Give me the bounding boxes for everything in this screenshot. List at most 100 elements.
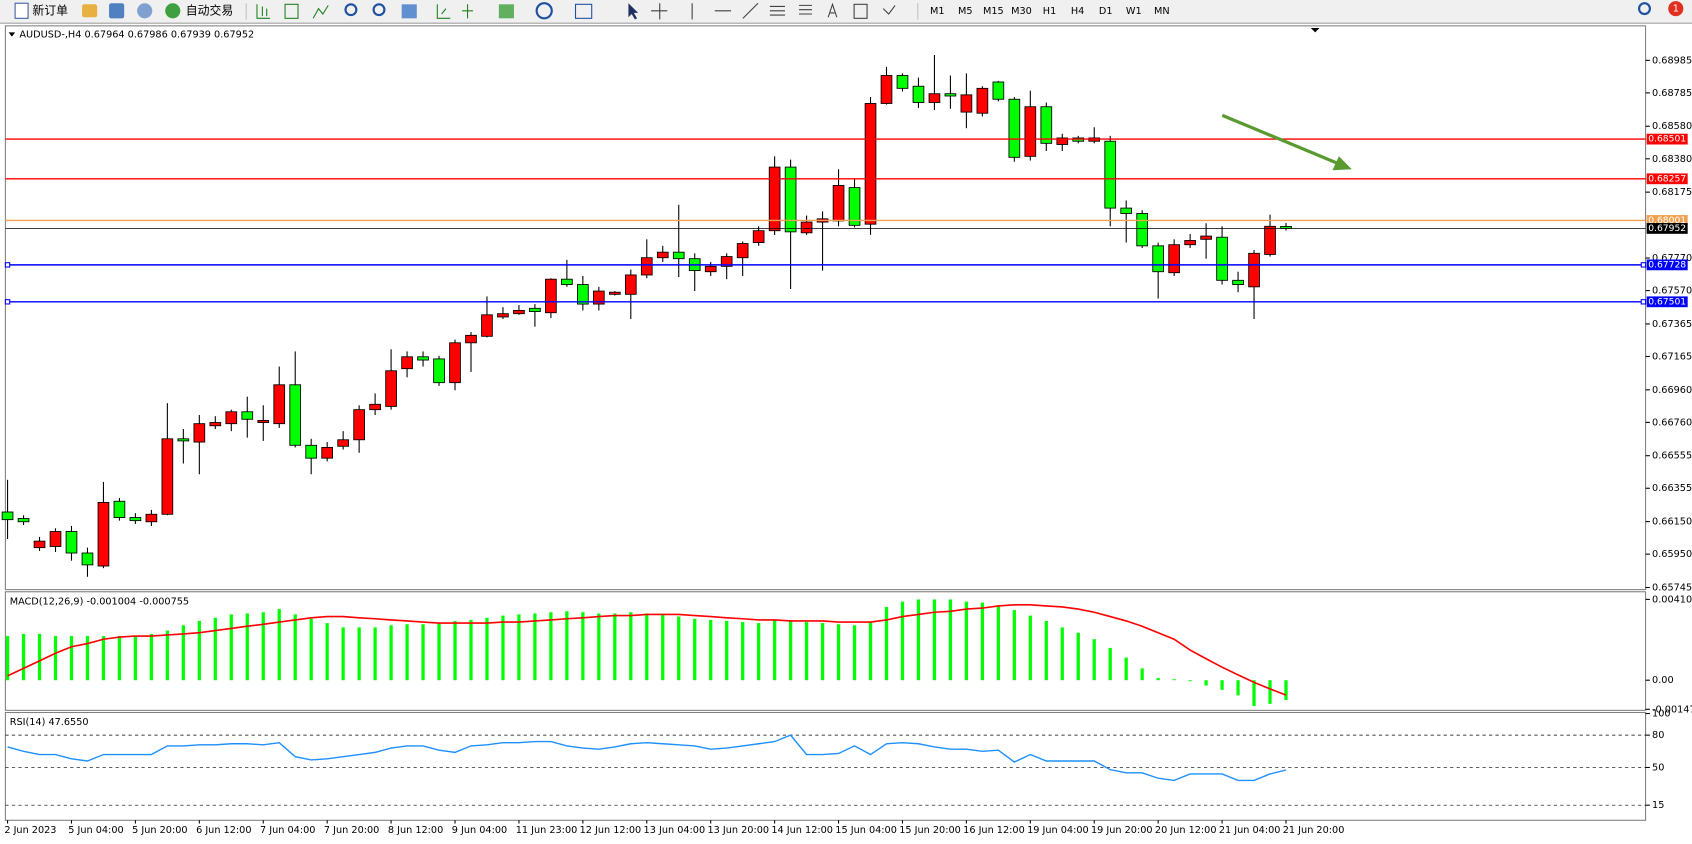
candle-body [1104, 140, 1117, 209]
macd-bar [565, 611, 569, 681]
channel-tool[interactable] [769, 5, 785, 16]
candle-body [401, 356, 413, 370]
arrows-tool[interactable] [882, 5, 896, 15]
icon[interactable] [312, 5, 329, 19]
x-tick-label: 2 Jun 2023 [4, 825, 56, 836]
candle-body [656, 251, 669, 259]
macd-bar [1028, 615, 1032, 681]
timeframe-button[interactable]: H1 [1043, 6, 1056, 17]
macd-bar [117, 636, 122, 681]
candle-body [1, 511, 14, 521]
new-order-button[interactable]: 新订单 [14, 2, 68, 19]
macd-bar [1172, 679, 1176, 681]
timeframe-button[interactable]: M5 [958, 6, 973, 17]
icon[interactable] [109, 3, 125, 19]
level-handle [4, 262, 11, 268]
icon[interactable] [82, 4, 98, 18]
candle-body [529, 307, 541, 312]
icon[interactable] [256, 4, 270, 19]
crosshair-tool[interactable] [651, 3, 668, 20]
macd-bar [820, 623, 825, 681]
macd-bar [677, 616, 681, 681]
y-tick-label: 0.66760 [1652, 417, 1692, 428]
icon[interactable] [436, 4, 451, 19]
candle-body [177, 438, 190, 442]
periods-icon[interactable] [535, 2, 553, 20]
macd-bar [21, 633, 26, 681]
macd-bar [1188, 680, 1192, 682]
macd-bar [836, 624, 841, 681]
candle-body [1248, 252, 1260, 288]
macd-bar [389, 625, 393, 681]
candle-body [1216, 236, 1228, 281]
cursor-tool[interactable] [628, 3, 639, 20]
button-label: 自动交易 [186, 3, 233, 17]
timeframe-button[interactable]: H4 [1071, 6, 1084, 17]
timeframe-button[interactable]: M15 [983, 6, 1004, 17]
price-label: 0.67728 [1648, 259, 1686, 270]
label-tool[interactable] [853, 3, 868, 19]
candle-body [1168, 244, 1180, 274]
icon[interactable] [498, 4, 514, 19]
trendline-tool[interactable] [742, 2, 759, 19]
fibo-tool[interactable] [799, 4, 812, 15]
macd-bar [1252, 680, 1256, 707]
candle-body [33, 540, 46, 549]
price-label: 0.68001 [1648, 215, 1686, 226]
macd-bar [693, 618, 697, 681]
trend-arrow [1221, 113, 1352, 171]
macd-bar [597, 613, 601, 681]
x-tick-label: 15 Jun 20:00 [899, 825, 961, 836]
candle-body [337, 439, 349, 447]
search-icon[interactable] [1638, 2, 1651, 16]
candle-body [1008, 98, 1021, 158]
macd-bar [900, 601, 905, 681]
candle-body [752, 230, 765, 244]
candle-body [17, 518, 30, 523]
candle-body [241, 411, 254, 420]
text-tool[interactable] [827, 2, 838, 18]
candle-body [832, 185, 845, 222]
y-tick-label: 0.65745 [1652, 583, 1692, 594]
x-tick-label: 15 Jun 04:00 [835, 825, 897, 836]
timeframe-button[interactable]: MN [1154, 6, 1170, 17]
candle-body [1184, 240, 1196, 246]
macd-bar [980, 602, 984, 681]
macd-last: -0.001004 [86, 596, 136, 607]
timeframe-button[interactable]: W1 [1126, 6, 1142, 17]
timeframe-bar: M1 M5 M15 M30 H1 H4 D1 W1 MN [930, 6, 1170, 17]
candle-body [257, 419, 270, 423]
macd-bar [661, 614, 665, 681]
macd-bar [69, 636, 74, 681]
macd-bar [485, 617, 489, 681]
zoom-in[interactable] [344, 3, 358, 17]
macd-bar [581, 612, 585, 681]
macd-bar [773, 619, 777, 681]
macd-bar [725, 620, 729, 681]
notifications[interactable]: 1 [1668, 1, 1684, 17]
timeframe-button[interactable]: D1 [1099, 6, 1113, 17]
macd-bar [1044, 620, 1048, 681]
icon[interactable] [137, 3, 153, 19]
candle-body [720, 256, 733, 267]
rsi-header: RSI(14) 47.6550 [10, 717, 89, 728]
x-tick-label: 7 Jun 04:00 [260, 825, 315, 836]
zoom-out[interactable] [372, 3, 386, 17]
timeframe-button[interactable]: M30 [1011, 6, 1032, 17]
auto-trade-button[interactable]: 自动交易 [165, 3, 233, 19]
icon[interactable] [401, 4, 417, 19]
candle-body [113, 500, 126, 518]
candle-body [513, 309, 525, 315]
icon[interactable] [462, 4, 473, 19]
plot-layer: 0.68985 0.68785 0.68580 0.68380 0.68175 0.677… [1, 54, 1692, 836]
icon[interactable] [284, 3, 299, 19]
timeframe-button[interactable]: M1 [930, 6, 945, 17]
template-icon[interactable] [574, 3, 593, 19]
candle-body [848, 187, 861, 226]
macd-bar [149, 633, 154, 681]
y-tick-label: 0.68175 [1652, 187, 1692, 198]
y-tick-label: 50 [1652, 762, 1664, 773]
macd-bar [357, 627, 361, 681]
x-tick-label: 5 Jun 20:00 [132, 825, 187, 836]
x-tick-label: 12 Jun 12:00 [580, 825, 642, 836]
